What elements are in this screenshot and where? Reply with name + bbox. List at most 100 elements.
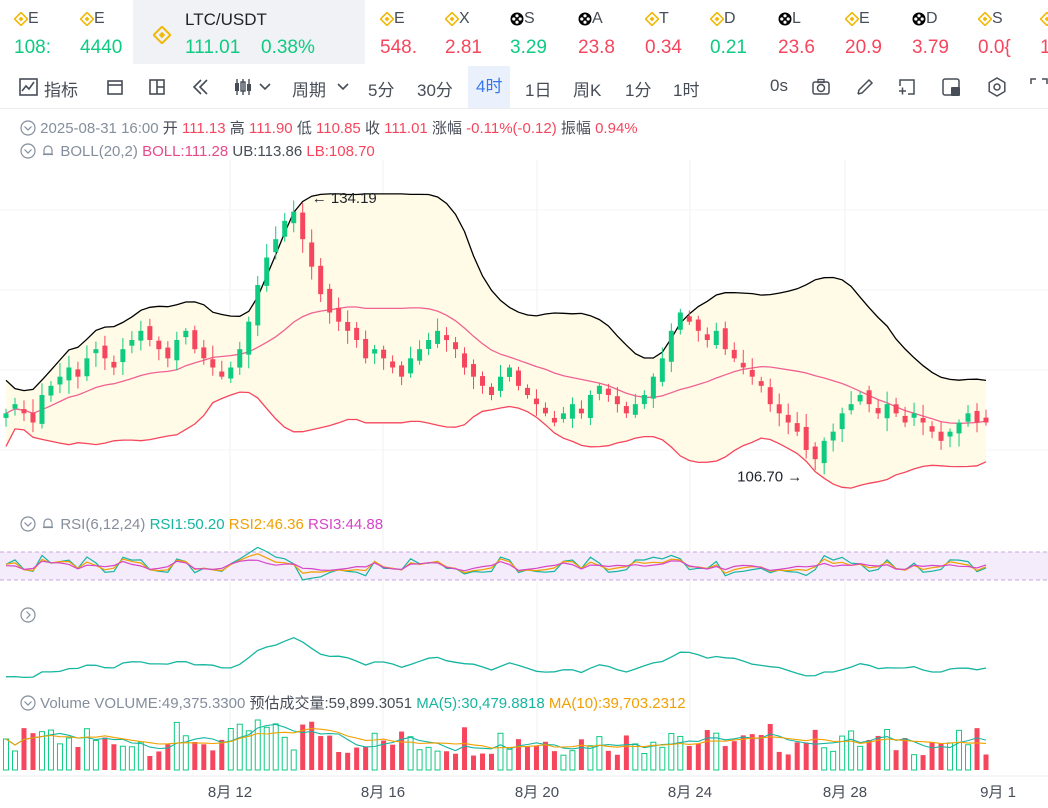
candle-body [165,347,171,359]
collapse-icon[interactable] [20,143,36,159]
volume-bar [533,745,539,770]
camera-icon[interactable] [810,76,832,98]
interval-4h[interactable]: 4时 [468,66,511,108]
candle-body [219,371,225,377]
x-axis: 8月 12 8月 16 8月 20 8月 24 8月 28 9月 1 [0,775,1048,801]
volume-bar [677,735,684,771]
volume-bar [471,755,477,770]
volume-bar [875,735,881,770]
bell-icon[interactable] [40,143,56,159]
volume-bar [605,750,611,770]
collapse-icon[interactable] [20,516,36,532]
candle-body [21,409,27,414]
candle-body [794,423,800,432]
candles [3,200,989,475]
ticker-item[interactable]: X 2.81 [445,0,505,64]
chevron-down-icon[interactable] [258,80,272,94]
volume-bar [11,750,18,771]
indicator-chart-icon[interactable] [18,76,40,98]
token-icon [778,12,792,26]
bell-icon[interactable] [40,516,56,532]
boll-mid: BOLL:111.28 [142,143,229,160]
candle-body [659,358,665,382]
candle-body [740,362,746,368]
ohlc-low: 110.85 [316,120,361,137]
ticker-item[interactable]: E 108: [14,0,72,64]
ticker-strip: E 108: E 4440 LTC/USDT 111.01 0.38% E 548. X 2.81 S… [0,0,1048,64]
volume-bar [974,728,980,770]
candle-body [462,353,468,368]
candle-type-icon[interactable] [232,76,254,98]
interval-1d[interactable]: 1日 [525,81,552,100]
interval-1m[interactable]: 1分 [625,81,652,100]
add-drawing-icon[interactable] [896,76,918,98]
candle-body [255,285,261,326]
ohlc-high: 111.90 [248,120,293,137]
volume-bar [497,732,504,771]
pen-icon[interactable] [854,76,876,98]
volume-info: Volume VOLUME:49,375.3300 预估成交量:59,899.3… [20,692,686,713]
translate-icon[interactable] [940,76,962,98]
ticker-price: 108: [14,37,51,58]
volume-bar [75,746,81,770]
ticker-item[interactable]: L 23.6 [778,0,840,64]
candle-body [111,361,117,368]
candle-body [614,396,620,405]
boll-ub: UB:113.86 [232,143,303,160]
volume-bar [300,724,306,770]
ticker-item[interactable]: A 23.8 [578,0,640,64]
volume-bar [245,730,252,771]
ticker-price: 20.9 [845,37,882,58]
volume-bar [965,744,972,771]
expand-icon[interactable] [20,607,36,623]
volume-bar [102,737,108,770]
ticker-item[interactable]: D 3.79 [912,0,974,64]
volume-bar [47,729,54,771]
volume-bar [219,739,225,770]
collapse-icon[interactable] [20,695,36,711]
collapse-icon[interactable] [20,120,36,136]
candle-body [812,446,818,460]
volume-bar [281,736,288,771]
interval-1h[interactable]: 1时 [673,81,700,100]
volume-bar [848,730,855,771]
interval-week[interactable]: 周K [573,81,602,100]
candle-body [920,417,926,423]
candle-body [426,340,432,350]
ticker-item[interactable]: LTC/USDT 111.01 0.38% [133,0,365,64]
period-button[interactable]: 周期 [292,81,326,100]
volume-bar [327,735,333,770]
ticker-item[interactable]: T 0.34 [645,0,705,64]
ohlc-change: -0.11%(-0.12) [466,120,557,137]
ticker-item[interactable]: S 0.0{ [978,0,1038,64]
volume-bar [686,745,692,770]
volume-bar [911,754,918,771]
calendar-icon[interactable] [104,76,126,98]
fullscreen-icon[interactable] [1028,76,1048,98]
period-chevron-icon[interactable] [336,80,350,94]
ticker-price: 3.29 [510,37,547,58]
ticker-item[interactable]: S 3.29 [510,0,572,64]
interval-5m[interactable]: 5分 [368,81,395,100]
rewind-icon[interactable] [190,76,212,98]
indicator-button[interactable]: 指标 [44,81,78,100]
candle-body [327,288,333,313]
binance-icon [445,12,459,26]
ticker-symbol: D [724,10,736,27]
x-tick-label: 8月 20 [515,784,559,801]
volume-bar [785,754,791,770]
volume-bar [884,729,891,771]
layout-icon[interactable] [146,76,168,98]
candle-body [749,369,755,377]
ticker-item[interactable]: D 0.21 [710,0,772,64]
settings-icon[interactable] [986,76,1008,98]
volume-bar [956,729,963,771]
ticker-item[interactable]: E 548. [380,0,440,64]
ticker-symbol: L [792,10,801,27]
ticker-item[interactable]: E 20.9 [845,0,907,64]
interval-30m[interactable]: 30分 [417,81,453,100]
ticker-item[interactable]: E 4440 [80,0,138,64]
ticker-item[interactable]: 1 [1040,0,1048,64]
volume-bar [201,744,207,770]
